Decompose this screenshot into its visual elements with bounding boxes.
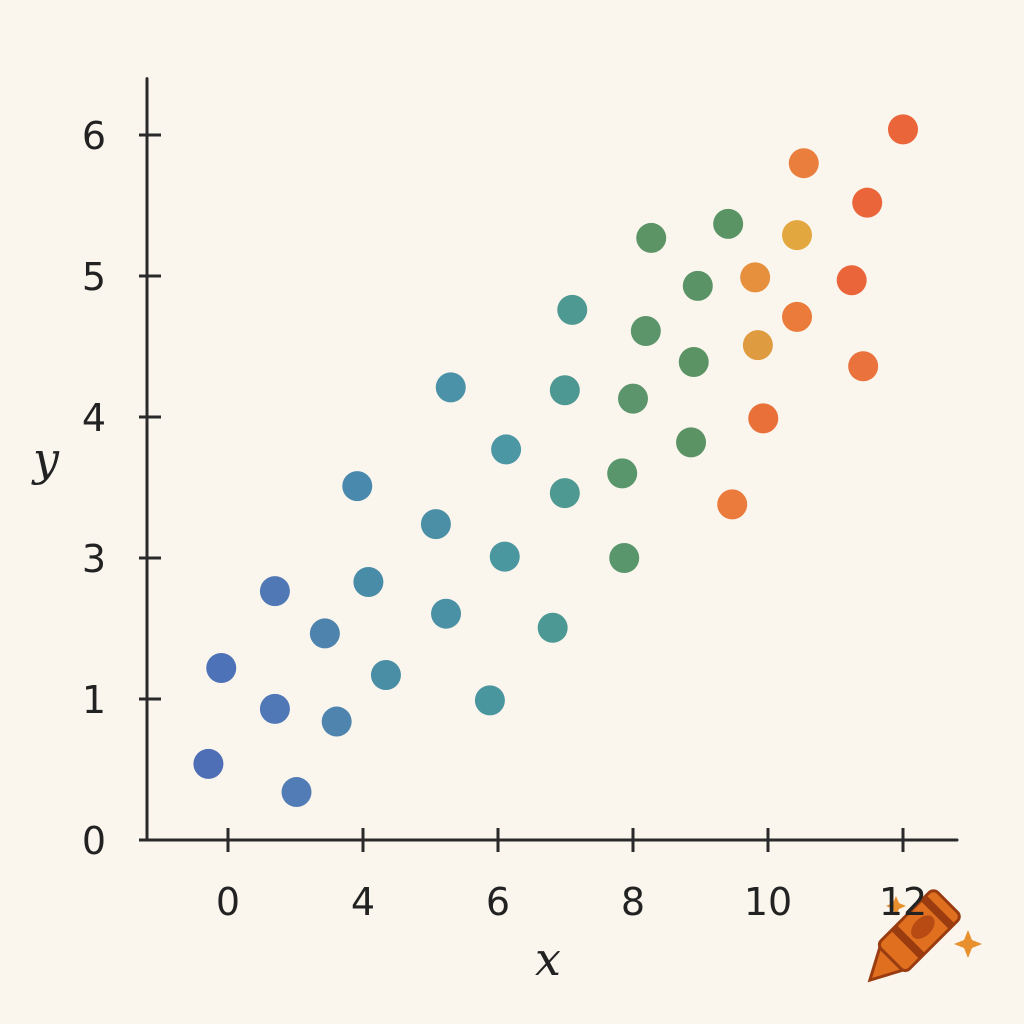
point — [630, 315, 661, 346]
point — [537, 612, 568, 643]
point — [678, 347, 709, 378]
point — [206, 652, 237, 683]
x-tick-label: 8 — [621, 880, 645, 924]
point — [609, 543, 640, 573]
point — [549, 375, 580, 406]
sparkle — [954, 930, 982, 958]
point — [370, 660, 401, 691]
x-tick-label: 0 — [216, 880, 240, 924]
point — [259, 693, 290, 724]
point — [782, 220, 813, 251]
point — [717, 489, 748, 520]
x-tick-label: 6 — [486, 880, 510, 924]
point — [740, 262, 771, 293]
point — [848, 351, 879, 382]
point — [636, 222, 667, 253]
point — [321, 706, 352, 737]
point — [281, 777, 312, 808]
point — [309, 618, 340, 649]
point — [489, 541, 520, 572]
point — [474, 685, 505, 716]
crayon-icon — [867, 889, 961, 983]
point — [557, 294, 588, 325]
point — [607, 458, 638, 489]
x-axis-label: x — [535, 932, 561, 986]
point — [491, 434, 522, 465]
sparkle — [886, 896, 906, 916]
point — [713, 208, 744, 239]
point — [342, 471, 373, 502]
point — [888, 114, 918, 145]
point — [431, 598, 462, 629]
point — [788, 148, 819, 179]
y-tick-label: 4 — [82, 396, 106, 440]
point — [618, 383, 648, 414]
y-tick-label: 6 — [82, 114, 106, 158]
x-tick-label: 12 — [879, 880, 927, 924]
point — [420, 509, 451, 540]
point — [748, 403, 779, 434]
point — [682, 270, 713, 301]
y-tick-label: 5 — [82, 255, 106, 299]
point — [259, 576, 290, 607]
x-tick-label: 10 — [744, 880, 792, 924]
point — [193, 748, 224, 779]
x-tick-label: 4 — [351, 880, 375, 924]
point — [435, 372, 466, 403]
point — [676, 427, 707, 458]
point — [742, 330, 773, 361]
y-tick-label: 1 — [82, 678, 106, 722]
y-tick-label: 0 — [82, 819, 106, 863]
point — [549, 478, 580, 509]
point — [852, 187, 883, 218]
point — [836, 265, 867, 296]
y-tick-label: 3 — [82, 537, 106, 581]
y-axis-label: y — [31, 432, 60, 486]
point — [353, 566, 384, 597]
point — [782, 301, 813, 332]
